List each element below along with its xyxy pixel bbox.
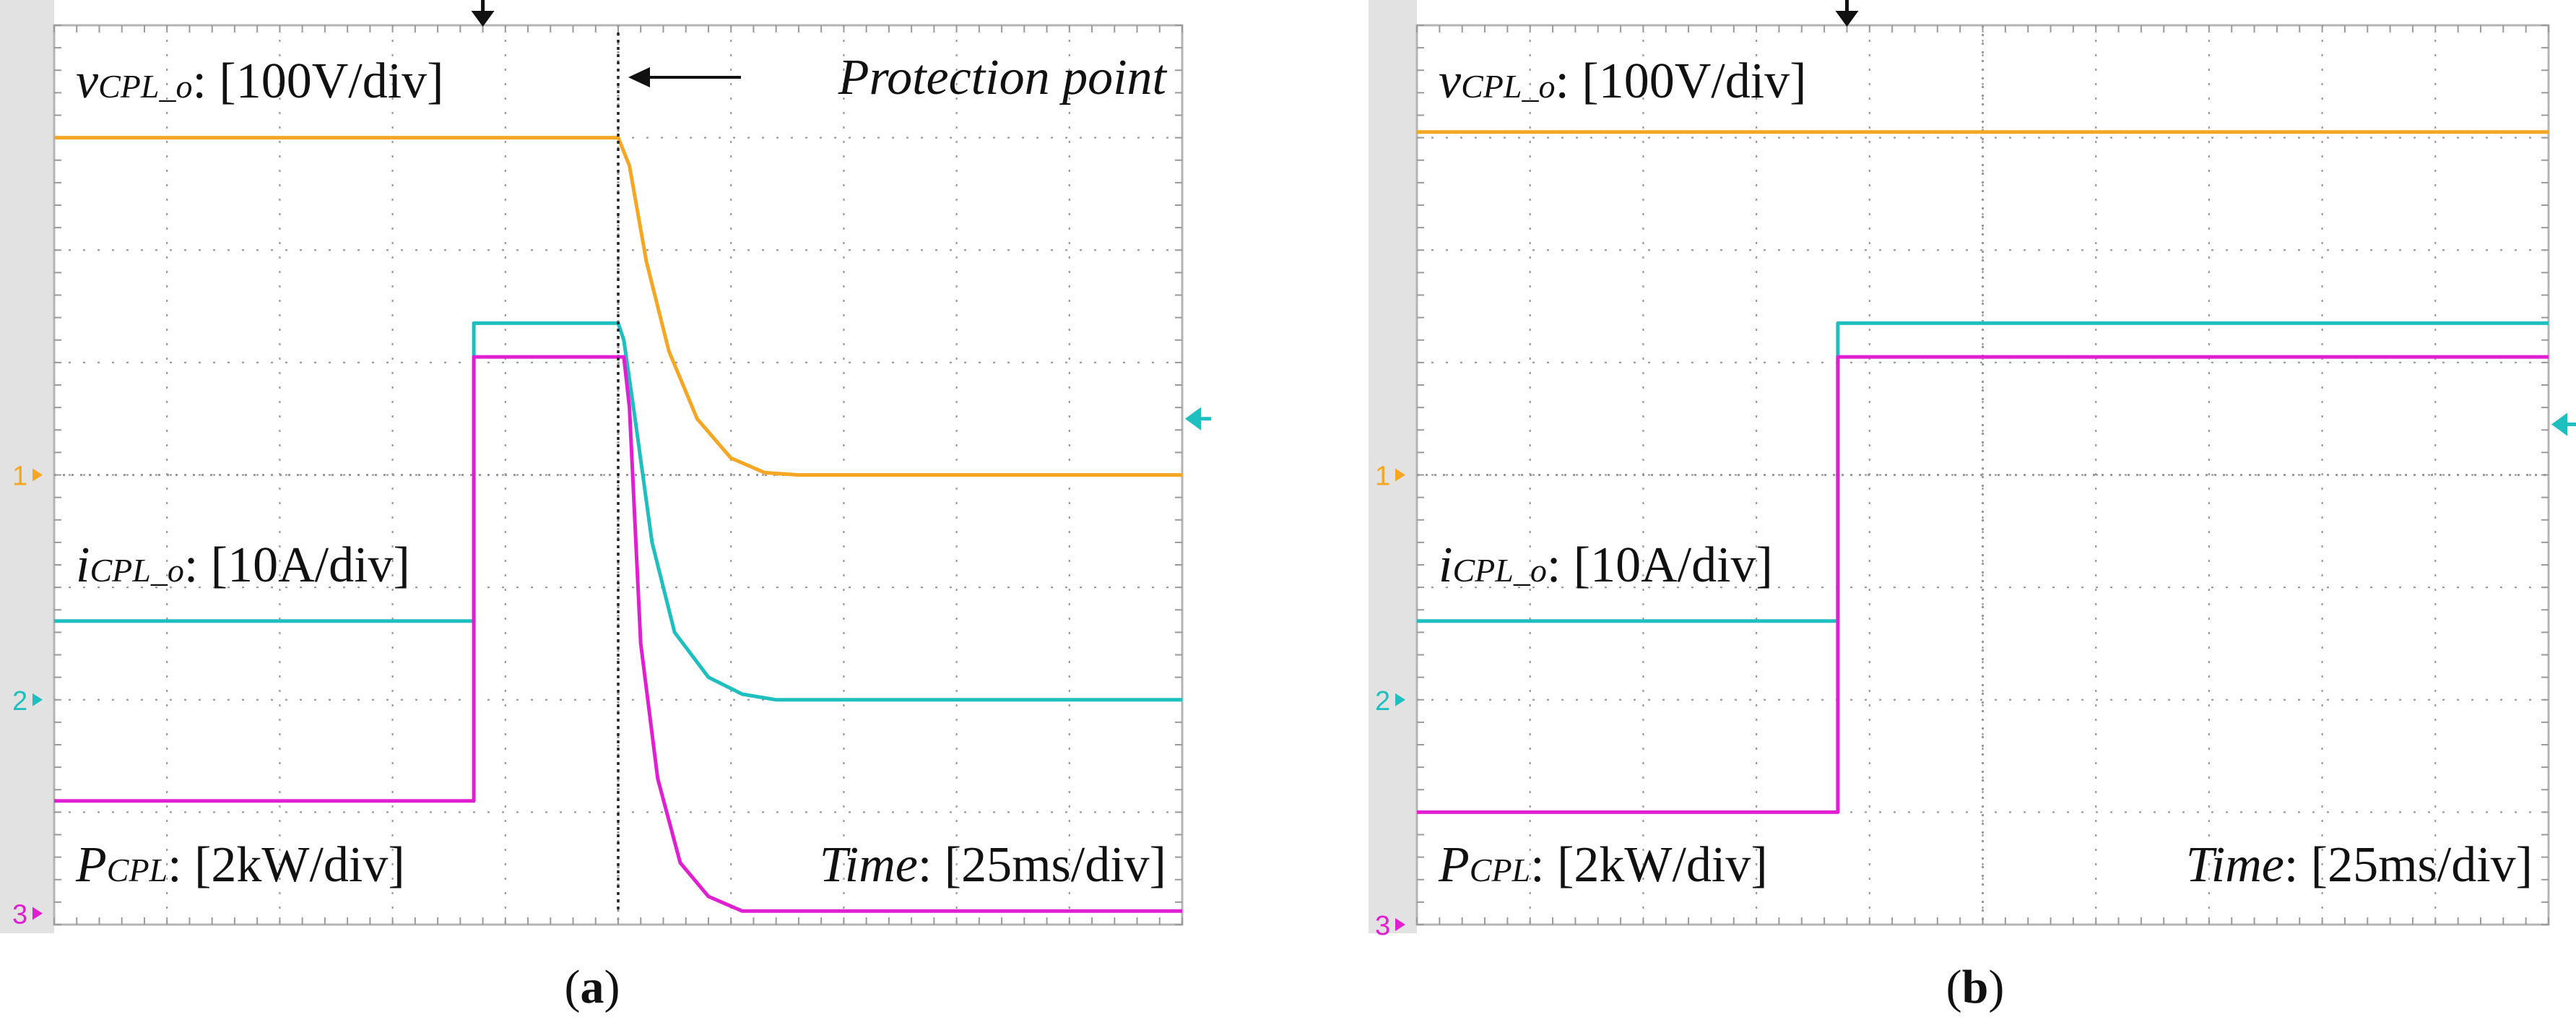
label-vCPL_o: vCPL_o: [100V/div] bbox=[1439, 53, 1806, 109]
label-iCPL_o: iCPL_o: [10A/div] bbox=[76, 537, 410, 593]
panel-letter: a bbox=[581, 961, 604, 1013]
trace-vCPL_o bbox=[54, 136, 1182, 477]
label-vCPL_o: vCPL_o: [100V/div] bbox=[76, 53, 443, 109]
series-subscript: CPL bbox=[1470, 852, 1530, 888]
channel-1-label: 1 bbox=[12, 462, 27, 492]
protection-point-annotation: Protection point bbox=[838, 50, 1168, 105]
channel-3-label: 3 bbox=[12, 899, 27, 930]
label-PCPL: PCPL: [2kW/div] bbox=[1438, 837, 1768, 893]
time-scale-label: Time: [25ms/div] bbox=[820, 837, 1166, 893]
annotation-arrow-icon bbox=[628, 67, 650, 87]
label-colon: : bbox=[1555, 53, 1582, 109]
panel-paren-close: ) bbox=[1988, 961, 2004, 1013]
trigger-arrow-icon bbox=[1835, 11, 1859, 27]
time-label: Time bbox=[820, 837, 918, 893]
series-symbol: v bbox=[76, 53, 99, 109]
series-subscript: CPL_o bbox=[98, 68, 192, 105]
series-scale: [2kW/div] bbox=[194, 837, 405, 893]
series-symbol: i bbox=[1439, 537, 1452, 593]
label-colon: : bbox=[184, 537, 211, 593]
panel-paren-open: ( bbox=[1946, 961, 1962, 1013]
time-scale: [25ms/div] bbox=[945, 837, 1166, 893]
series-scale: [10A/div] bbox=[211, 537, 410, 593]
series-subscript: CPL_o bbox=[1452, 552, 1546, 589]
time-label: Time bbox=[2186, 837, 2284, 893]
channel-marker-icon bbox=[1395, 918, 1405, 931]
edge-ticks bbox=[53, 25, 1183, 925]
series-scale: [100V/div] bbox=[219, 53, 443, 109]
scope-bezel bbox=[0, 0, 54, 933]
channel-marker-icon bbox=[32, 468, 43, 482]
label-colon: : bbox=[2284, 837, 2311, 893]
panel-paren-close: ) bbox=[604, 961, 620, 1013]
label-colon: : bbox=[1547, 537, 1574, 593]
label-colon: : bbox=[1530, 837, 1557, 893]
panel-label: (a) bbox=[565, 961, 620, 1013]
series-scale: [10A/div] bbox=[1574, 537, 1773, 593]
panel-letter: b bbox=[1962, 961, 1989, 1013]
series-subscript: CPL_o bbox=[1461, 68, 1555, 105]
trigger-arrow-icon bbox=[471, 11, 495, 27]
channel-3-label: 3 bbox=[1375, 911, 1390, 941]
label-PCPL: PCPL: [2kW/div] bbox=[75, 837, 405, 893]
panel-label: (b) bbox=[1946, 961, 2005, 1013]
channel-marker-icon bbox=[1395, 468, 1405, 482]
trace-PCPL bbox=[54, 355, 1182, 913]
series-subscript: CPL bbox=[107, 852, 168, 888]
time-scale-label: Time: [25ms/div] bbox=[2186, 837, 2533, 893]
series-scale: [100V/div] bbox=[1582, 53, 1806, 109]
channel-2-label: 2 bbox=[1375, 686, 1390, 717]
panel-paren-open: ( bbox=[565, 961, 581, 1013]
channel-2-label: 2 bbox=[12, 686, 27, 717]
series-symbol: P bbox=[75, 837, 107, 893]
trigger-level-icon bbox=[1185, 407, 1201, 431]
trace-PCPL bbox=[1417, 355, 2549, 814]
time-scale: [25ms/div] bbox=[2311, 837, 2533, 893]
scope-bezel bbox=[1369, 0, 1417, 933]
series-scale: [2kW/div] bbox=[1557, 837, 1768, 893]
label-colon: : bbox=[168, 837, 194, 893]
trigger-level-icon bbox=[2551, 412, 2567, 436]
label-iCPL_o: iCPL_o: [10A/div] bbox=[1439, 537, 1773, 593]
channel-marker-icon bbox=[1395, 693, 1405, 706]
channel-marker-icon bbox=[32, 907, 43, 920]
series-symbol: v bbox=[1439, 53, 1462, 109]
series-symbol: P bbox=[1438, 837, 1470, 893]
label-colon: : bbox=[918, 837, 945, 893]
channel-1-label: 1 bbox=[1375, 462, 1390, 492]
label-colon: : bbox=[192, 53, 219, 109]
edge-ticks bbox=[1416, 25, 2549, 925]
series-subscript: CPL_o bbox=[90, 552, 183, 589]
series-symbol: i bbox=[76, 537, 90, 593]
channel-marker-icon bbox=[32, 693, 43, 706]
